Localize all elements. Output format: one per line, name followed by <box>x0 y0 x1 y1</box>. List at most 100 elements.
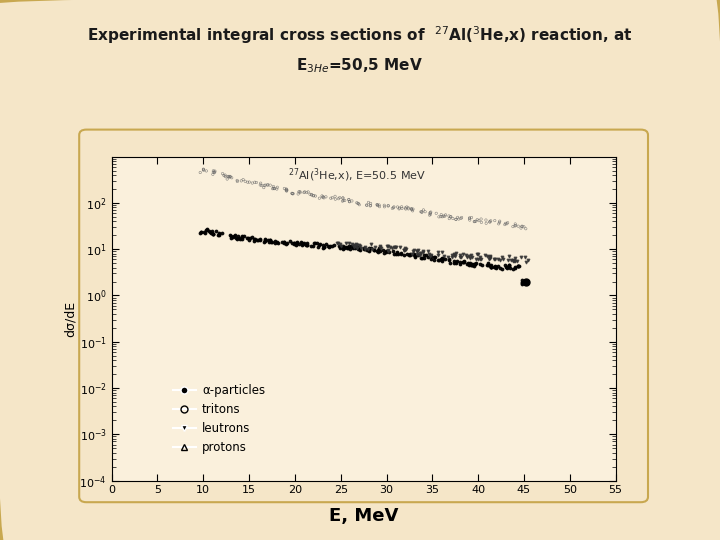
Point <box>258 238 270 246</box>
Point <box>337 241 348 250</box>
Point <box>406 205 418 213</box>
Point <box>399 244 410 253</box>
Point <box>258 181 270 190</box>
Point <box>282 239 293 247</box>
Point <box>482 259 493 268</box>
Point <box>231 176 243 185</box>
Point <box>490 254 501 263</box>
Point <box>229 231 240 239</box>
Point <box>374 244 385 253</box>
Point <box>396 202 408 211</box>
Point <box>237 235 248 244</box>
Point <box>230 234 242 242</box>
Point <box>359 245 371 253</box>
Point <box>287 190 299 198</box>
Point <box>332 239 343 247</box>
Point <box>388 202 400 211</box>
Point <box>209 168 220 177</box>
Point <box>503 261 515 269</box>
Point <box>372 248 384 256</box>
Point <box>218 171 230 180</box>
Point <box>455 253 467 261</box>
Point <box>503 252 515 261</box>
Point <box>293 187 305 196</box>
Point <box>419 207 431 216</box>
Point <box>495 263 506 272</box>
Point <box>198 166 210 174</box>
Point <box>318 242 329 251</box>
Point <box>408 250 419 259</box>
Point <box>205 228 217 237</box>
Point <box>262 181 274 190</box>
Point <box>476 260 487 269</box>
Point <box>236 232 248 241</box>
Point <box>492 255 504 264</box>
Text: $^{27}$Al($^{3}$He,x), E=50.5 MeV: $^{27}$Al($^{3}$He,x), E=50.5 MeV <box>288 166 426 184</box>
Point <box>444 259 456 268</box>
Point <box>398 246 410 254</box>
Point <box>436 256 448 265</box>
Point <box>249 234 261 243</box>
Point <box>292 239 303 247</box>
Point <box>343 244 354 252</box>
Point <box>359 245 371 253</box>
Point <box>408 250 419 259</box>
Point <box>269 184 280 193</box>
Point <box>351 198 363 207</box>
Point <box>388 250 400 259</box>
Point <box>338 196 349 205</box>
Point <box>328 241 339 250</box>
Point <box>247 233 258 241</box>
Point <box>396 204 408 213</box>
Point <box>354 242 366 251</box>
Point <box>255 235 266 244</box>
Point <box>446 251 457 259</box>
Point <box>354 246 366 254</box>
Point <box>439 212 451 220</box>
Point <box>465 261 477 269</box>
Point <box>349 244 361 252</box>
Point <box>472 250 484 259</box>
X-axis label: E, MeV: E, MeV <box>329 507 398 524</box>
Point <box>364 201 376 210</box>
Point <box>394 204 405 212</box>
Point <box>237 232 248 241</box>
Point <box>214 229 225 238</box>
Point <box>425 251 436 259</box>
Point <box>254 181 266 190</box>
Text: Experimental integral cross sections of  $^{27}$Al($^{3}$He,x) reaction, at: Experimental integral cross sections of … <box>87 24 633 46</box>
Point <box>428 253 440 262</box>
Point <box>334 240 346 249</box>
Point <box>374 202 385 211</box>
Point <box>372 247 383 255</box>
Point <box>301 240 312 249</box>
Point <box>521 279 532 288</box>
Point <box>207 230 219 238</box>
Point <box>372 201 384 210</box>
Point <box>464 215 475 224</box>
Point <box>374 247 385 256</box>
Point <box>449 252 461 261</box>
Point <box>392 202 403 211</box>
Point <box>494 217 505 226</box>
Point <box>363 246 374 254</box>
Point <box>351 241 363 249</box>
Point <box>243 178 255 186</box>
Point <box>438 251 450 260</box>
Point <box>394 243 405 252</box>
Point <box>299 187 310 196</box>
Point <box>365 240 377 248</box>
Point <box>194 228 206 237</box>
Point <box>240 177 251 186</box>
Point <box>402 204 414 212</box>
Point <box>490 264 502 272</box>
Point <box>287 189 298 198</box>
Point <box>365 244 377 252</box>
Point <box>485 262 497 271</box>
Point <box>382 201 394 210</box>
Point <box>400 205 411 213</box>
Point <box>210 227 222 235</box>
Point <box>412 251 423 259</box>
Point <box>435 212 446 221</box>
Point <box>464 214 475 223</box>
